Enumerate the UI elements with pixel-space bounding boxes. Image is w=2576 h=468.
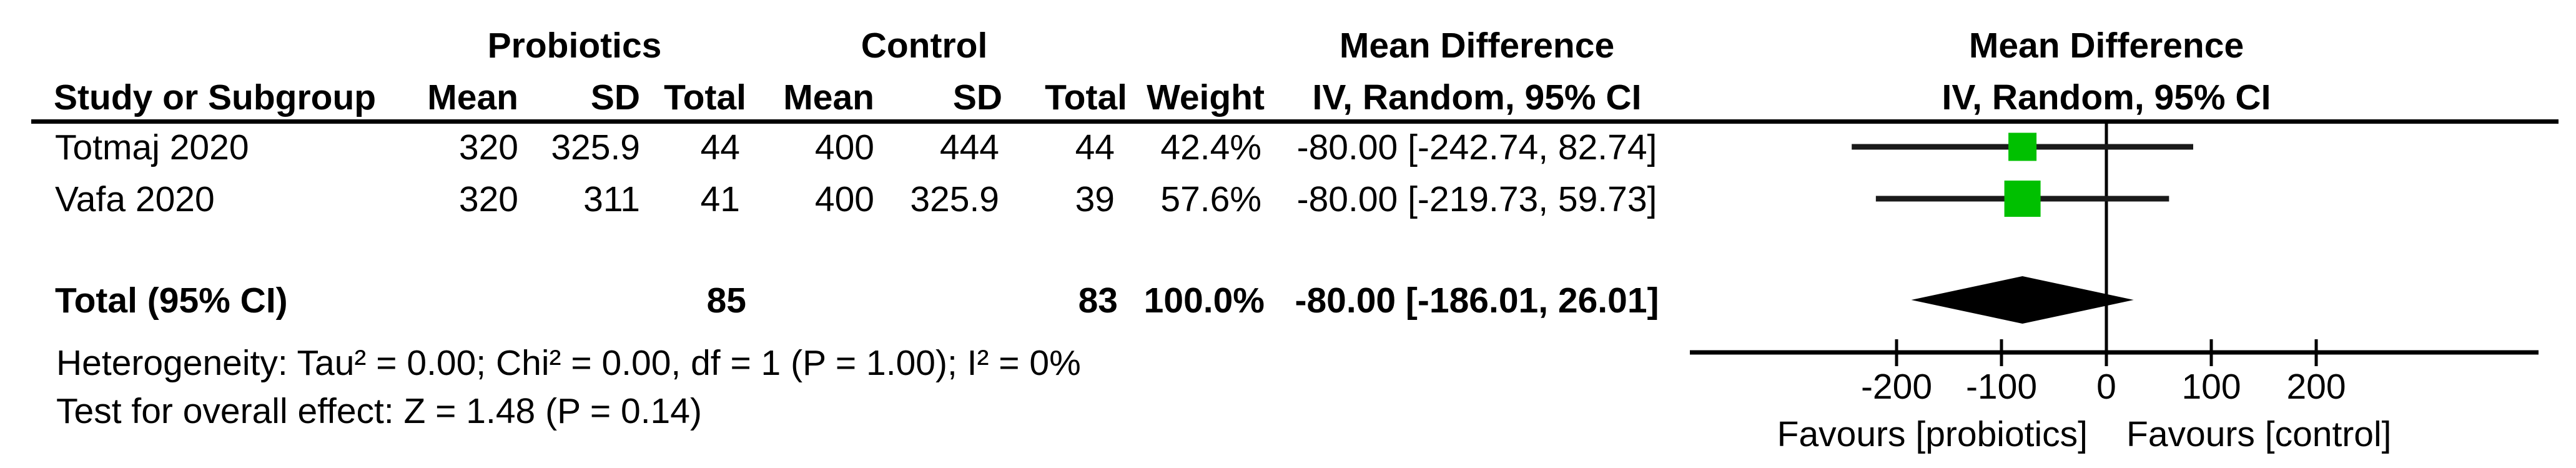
favours-right-label: Favours [control] <box>2126 414 2392 454</box>
control-mean: 400 <box>814 127 874 167</box>
control-sd: 444 <box>939 127 999 167</box>
probiotics-total: 41 <box>700 179 740 219</box>
header-rule <box>31 119 2559 124</box>
axis-tick-label: 100 <box>2181 367 2241 407</box>
col-header-method-table: IV, Random, 95% CI <box>1312 77 1642 117</box>
col-header-method-plot: IV, Random, 95% CI <box>1942 77 2271 117</box>
probiotics-sd: 311 <box>583 179 640 219</box>
col-header-total-control: Total <box>1045 77 1127 117</box>
axis-tick-label: 0 <box>2096 367 2116 407</box>
probiotics-total: 44 <box>700 127 740 167</box>
total-ci-text: -80.00 [-186.01, 26.01] <box>1295 281 1659 321</box>
col-header-weight: Weight <box>1147 77 1265 117</box>
total-diamond <box>1911 276 2134 324</box>
probiotics-mean: 320 <box>458 127 518 167</box>
effect-square <box>2008 132 2037 161</box>
col-header-sd-probiotics: SD <box>590 77 640 117</box>
total-weight: 100.0% <box>1143 281 1265 321</box>
total-label: Total (95% CI) <box>55 281 288 321</box>
col-header-study: Study or Subgroup <box>54 77 377 117</box>
overall-effect-text: Test for overall effect: Z = 1.48 (P = 0… <box>56 391 702 431</box>
heterogeneity-text: Heterogeneity: Tau² = 0.00; Chi² = 0.00,… <box>56 343 1081 383</box>
col-header-total-probiotics: Total <box>664 77 746 117</box>
control-total: 39 <box>1075 179 1115 219</box>
probiotics-sd: 325.9 <box>551 127 640 167</box>
axis-tick-label: -200 <box>1860 367 1933 407</box>
control-mean: 400 <box>814 179 874 219</box>
group-header-control: Control <box>861 26 988 66</box>
probiotics-mean: 320 <box>458 179 518 219</box>
total-probiotics-n: 85 <box>706 281 746 321</box>
ci-text: -80.00 [-242.74, 82.74] <box>1296 127 1657 167</box>
study-name: Totmaj 2020 <box>55 127 249 167</box>
ci-text: -80.00 [-219.73, 59.73] <box>1296 179 1657 219</box>
control-sd: 325.9 <box>910 179 999 219</box>
col-header-mean-probiotics: Mean <box>427 77 518 117</box>
axis-tick-label: 200 <box>2286 367 2346 407</box>
study-name: Vafa 2020 <box>55 179 215 219</box>
weight-value: 42.4% <box>1160 127 1261 167</box>
favours-left-label: Favours [probiotics] <box>1777 414 2088 454</box>
effect-header-plot: Mean Difference <box>1968 26 2244 66</box>
axis-tick-label: -100 <box>1965 367 2038 407</box>
control-total: 44 <box>1075 127 1115 167</box>
group-header-probiotics: Probiotics <box>487 26 662 66</box>
col-header-sd-control: SD <box>952 77 1002 117</box>
col-header-mean-control: Mean <box>783 77 874 117</box>
effect-header-table: Mean Difference <box>1339 26 1615 66</box>
effect-square <box>2004 181 2041 217</box>
weight-value: 57.6% <box>1160 179 1261 219</box>
total-control-n: 83 <box>1078 281 1118 321</box>
